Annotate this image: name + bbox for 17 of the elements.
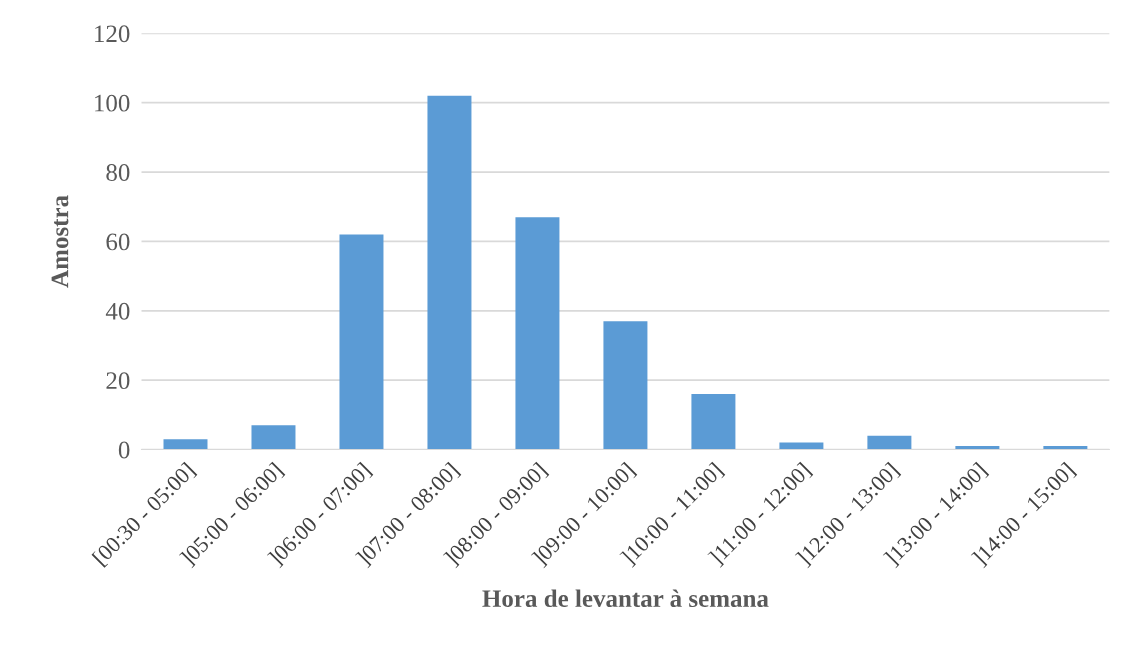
x-axis-title: Hora de levantar à semana <box>482 589 769 608</box>
bar <box>251 425 296 450</box>
y-tick-label: 100 <box>95 94 130 112</box>
bar <box>691 394 736 450</box>
y-tick-label: 20 <box>106 372 130 390</box>
y-tick-label: 80 <box>106 164 130 181</box>
y-tick-label: 0 <box>118 441 130 459</box>
y-tick-label: 120 <box>95 25 130 43</box>
bar <box>339 234 384 450</box>
bar <box>427 95 472 450</box>
y-axis-title: Amostra <box>51 195 69 288</box>
y-tick-label: 60 <box>106 233 130 251</box>
bar <box>867 435 912 450</box>
bar <box>163 439 208 450</box>
y-tick-label: 40 <box>105 302 130 320</box>
bar <box>603 321 648 450</box>
bar <box>515 217 560 450</box>
